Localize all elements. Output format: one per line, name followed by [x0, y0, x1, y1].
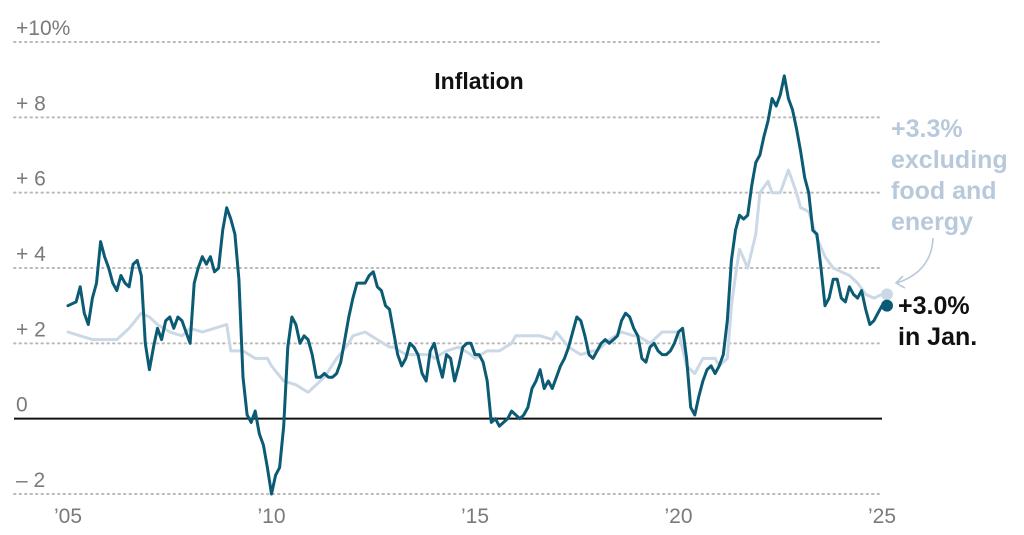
y-tick-label-6: + 6 — [16, 168, 46, 191]
core-annotation-line: food and — [891, 177, 997, 205]
core-annotation: +3.3% excluding food and energy — [891, 115, 1008, 236]
chart-title: Inflation — [434, 68, 523, 94]
annotation-arrow-head — [894, 275, 906, 289]
y-axis-labels: +10% + 8 + 6 + 4 + 2 0 – 2 — [16, 17, 70, 492]
series-line-headline — [66, 74, 884, 496]
annotation-arrow — [896, 237, 934, 284]
headline-annotation-line: in Jan. — [898, 323, 977, 351]
x-tick-label-2015: ’15 — [461, 505, 489, 528]
y-tick-label-4: + 4 — [16, 243, 46, 266]
x-tick-label-2020: ’20 — [664, 505, 692, 528]
headline-annotation-line: +3.0% — [898, 292, 970, 320]
headline-annotation: +3.0% in Jan. — [898, 292, 977, 351]
x-tick-label-2005: ’05 — [54, 505, 82, 528]
core-annotation-line: excluding — [891, 146, 1008, 174]
core-end-point — [881, 288, 893, 301]
x-tick-label-2010: ’10 — [257, 505, 285, 528]
headline-end-point — [881, 299, 893, 312]
y-tick-label-0: 0 — [16, 394, 28, 417]
y-tick-label-2: – 2 — [16, 469, 45, 492]
y-tick-label-10: +10% — [16, 17, 70, 40]
y-tick-label-8: + 8 — [16, 92, 46, 115]
grid-lines — [13, 41, 883, 495]
x-axis-labels: ’05 ’10 ’15 ’20 ’25 — [54, 505, 896, 528]
x-tick-label-2025: ’25 — [868, 505, 896, 528]
series-line-core — [66, 168, 884, 394]
y-tick-label-2: + 2 — [16, 318, 46, 341]
core-annotation-line: energy — [891, 208, 973, 236]
core-annotation-line: +3.3% — [891, 115, 963, 143]
